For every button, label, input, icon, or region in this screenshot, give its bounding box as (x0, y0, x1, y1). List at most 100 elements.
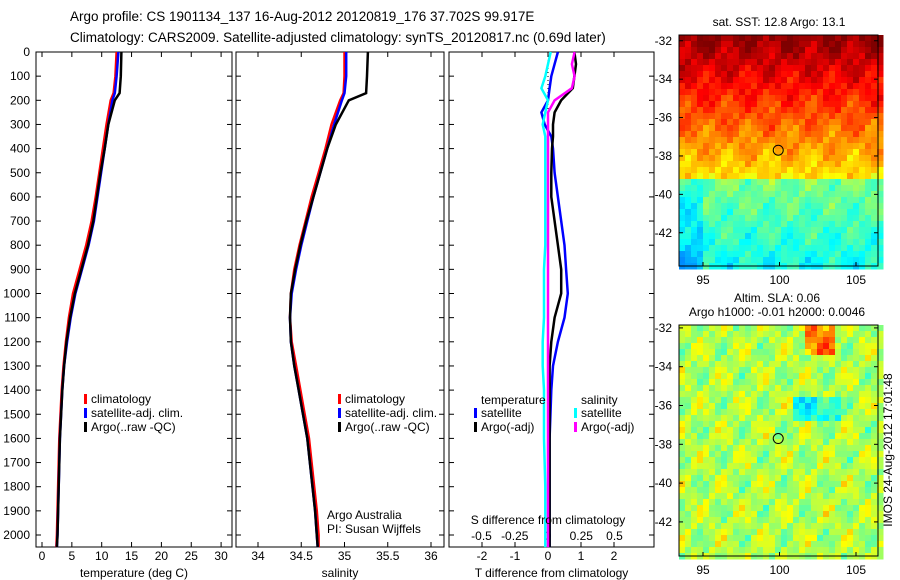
map-cell (841, 89, 848, 96)
map-cell (847, 41, 854, 48)
map-cell (721, 227, 728, 234)
map-cell (781, 179, 788, 186)
map-cell (787, 415, 794, 422)
map-cell (817, 59, 824, 66)
map-cell (757, 35, 764, 42)
map-cell (847, 355, 854, 362)
map-cell (739, 475, 746, 482)
map-cell (739, 59, 746, 66)
map-cell (733, 547, 740, 554)
depth-tick-label: 1500 (3, 407, 30, 421)
map-cell (787, 125, 794, 132)
map-cell (745, 469, 752, 476)
map-cell (727, 487, 734, 494)
map-cell (853, 397, 860, 404)
map-cell (715, 355, 722, 362)
annotation-institution: Argo Australia (327, 508, 402, 522)
map-cell (787, 65, 794, 72)
map-cell (799, 227, 806, 234)
map-cell (715, 367, 722, 374)
map-cell (787, 251, 794, 258)
map-cell (865, 35, 872, 42)
map-cell (721, 403, 728, 410)
map-cell (709, 239, 716, 246)
map-cell (685, 343, 692, 350)
map-cell (697, 101, 704, 108)
map-cell (793, 499, 800, 506)
map-cell (835, 397, 842, 404)
map-cell (805, 445, 812, 452)
map-cell (823, 113, 830, 120)
map-cell (745, 167, 752, 174)
map-cell (763, 451, 770, 458)
argo-location-marker (772, 144, 784, 156)
map-cell (859, 367, 866, 374)
map-cell (691, 173, 698, 180)
map-cell (703, 439, 710, 446)
map-cell (763, 203, 770, 210)
map-cell (715, 511, 722, 518)
map-cell (703, 391, 710, 398)
map-cell (697, 409, 704, 416)
map-cell (781, 517, 788, 524)
map-cell (787, 463, 794, 470)
map-cell (691, 547, 698, 554)
map-cell (745, 331, 752, 338)
map-cell (709, 167, 716, 174)
map-cell (727, 493, 734, 500)
map-cell (703, 529, 710, 536)
map-cell (775, 209, 782, 216)
map-cell (829, 167, 836, 174)
map-cell (847, 59, 854, 66)
map-cell (721, 355, 728, 362)
map-cell (733, 379, 740, 386)
map-cell (763, 439, 770, 446)
legend-label: Argo(-adj) (581, 420, 634, 434)
map-cell (811, 451, 818, 458)
map-cell (721, 47, 728, 54)
map-cell (769, 547, 776, 554)
map-cell (865, 481, 872, 488)
map-cell (733, 185, 740, 192)
map-cell (787, 457, 794, 464)
map-cell (877, 251, 884, 258)
map-cell (823, 215, 830, 222)
map-cell (829, 409, 836, 416)
map-cell (865, 131, 872, 138)
map-cell (847, 125, 854, 132)
map-cell (877, 95, 884, 102)
map-cell (847, 463, 854, 470)
map-cell (847, 53, 854, 60)
map-cell (841, 541, 848, 548)
map-cell (853, 535, 860, 542)
map-cell (709, 535, 716, 542)
map-cell (733, 337, 740, 344)
map-cell (721, 541, 728, 548)
map-cell (781, 71, 788, 78)
map-cell (805, 379, 812, 386)
map-cell (697, 161, 704, 168)
map-cell (781, 445, 788, 452)
map-cell (769, 439, 776, 446)
map-cell (781, 155, 788, 162)
map-cell (751, 209, 758, 216)
map-cell (769, 457, 776, 464)
map-cell (751, 361, 758, 368)
map-cell (847, 445, 854, 452)
map-cell (739, 89, 746, 96)
map-cell (823, 373, 830, 380)
map-cell (805, 493, 812, 500)
map-cell (877, 167, 884, 174)
map-cell (679, 505, 686, 512)
map-cell (691, 95, 698, 102)
map-cell (733, 331, 740, 338)
map-cell (775, 113, 782, 120)
map-cell (679, 185, 686, 192)
map-cell (871, 83, 878, 90)
map-cell (763, 41, 770, 48)
map-cell (841, 481, 848, 488)
map-cell (829, 445, 836, 452)
map-cell (811, 215, 818, 222)
map-cell (697, 463, 704, 470)
map-cell (685, 409, 692, 416)
